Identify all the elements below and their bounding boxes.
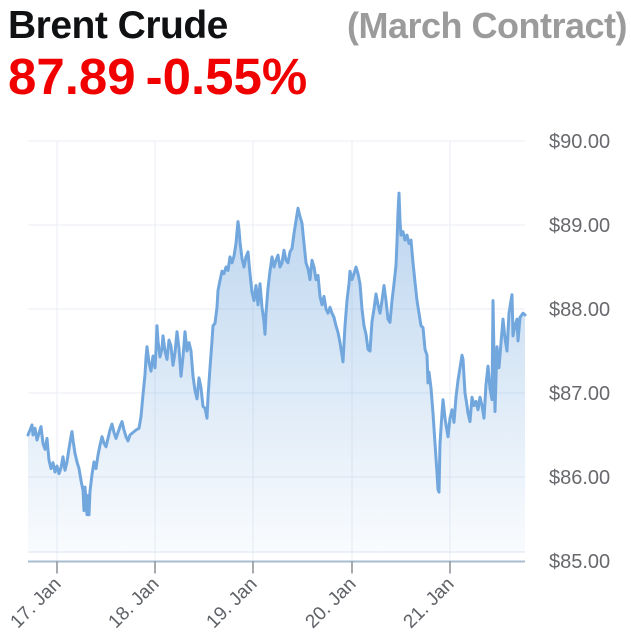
y-axis-label: $85.00 [549,551,610,573]
price-change-percent: -0.55% [145,48,308,105]
contract-subtitle: (March Contract) [346,5,628,46]
x-axis-label: 20. Jan [302,574,361,633]
instrument-title: Brent Crude [8,4,228,47]
x-axis-label: 18. Jan [105,574,164,633]
y-axis-label: $90.00 [549,131,610,153]
price-area-fill [28,193,525,552]
y-axis-label: $89.00 [549,215,610,237]
x-axis-label: 19. Jan [203,574,262,633]
price-line [26,191,527,517]
x-axis-label: 17. Jan [7,574,66,633]
last-price: 87.89 [8,48,136,105]
y-axis-label: $88.00 [549,299,610,321]
price-quote: 87.89 -0.55% [8,47,307,106]
y-axis-label: $86.00 [549,467,610,489]
x-axis-label: 21. Jan [400,574,459,633]
y-axis-label: $87.00 [549,383,610,405]
